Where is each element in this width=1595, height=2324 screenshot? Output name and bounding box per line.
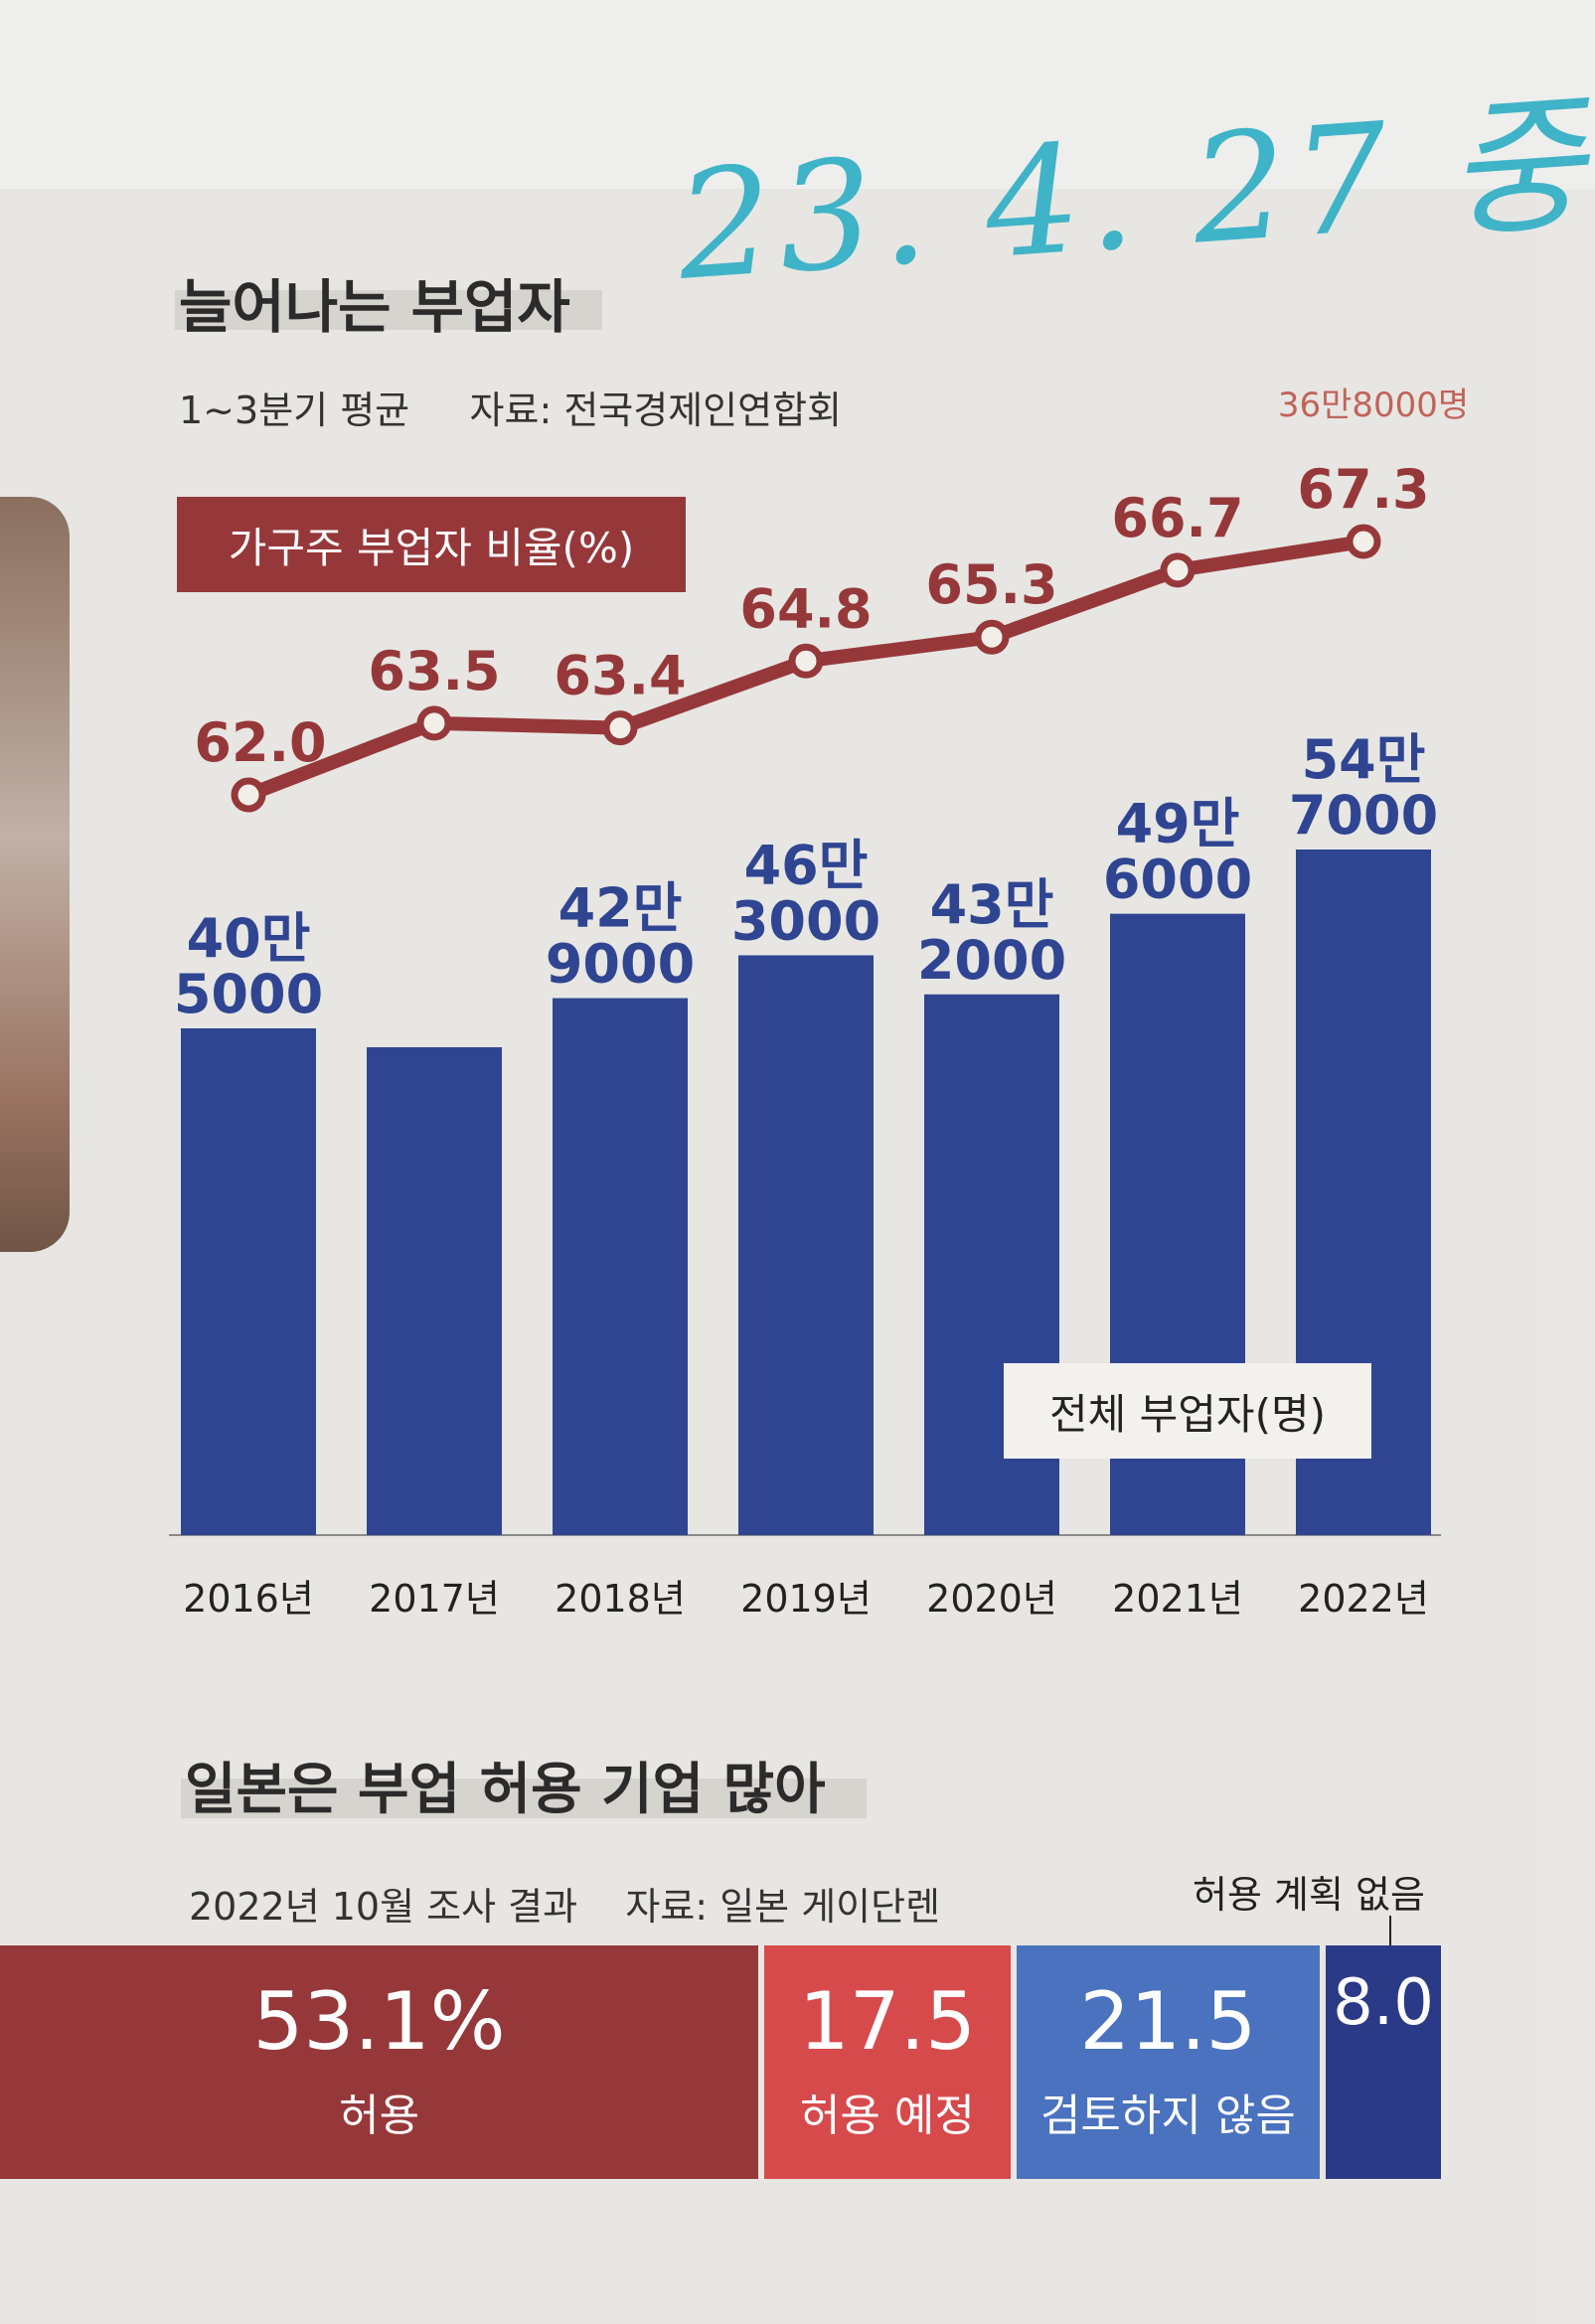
x-tick-label: 2018년	[555, 1577, 686, 1621]
line-value-label: 63.4	[554, 645, 686, 707]
bar-value-label: 46만	[744, 834, 869, 896]
stacked-bar: 53.1% 허용 17.5 허용 예정 21.5 검토하지 않음 8.0	[0, 1945, 1441, 2179]
stack-segment: 17.5 허용 예정	[764, 1945, 1011, 2179]
title-highlight	[175, 290, 602, 330]
segment-value: 8.0	[1333, 1965, 1434, 2040]
segment-label: 검토하지 않음	[1039, 2090, 1296, 2141]
bar-value-label: 2000	[917, 929, 1066, 992]
chart1-subtitle-row: 1~3분기 평균 자료: 전국경제인연합회	[179, 380, 842, 434]
x-tick-label: 2019년	[740, 1577, 872, 1621]
x-tick-label: 2017년	[369, 1577, 500, 1621]
line-point	[416, 705, 452, 741]
bar-value-label: 54만	[1302, 728, 1426, 791]
bar	[553, 998, 688, 1535]
photo-edge	[0, 497, 70, 1252]
bar-value-label: 43만	[930, 873, 1054, 936]
bar-value-label: 49만	[1116, 793, 1240, 855]
line-series-legend: 가구주 부업자 비율(%)	[177, 497, 686, 592]
bar	[181, 1028, 316, 1535]
chart2-source: 자료: 일본 게이단렌	[625, 1885, 941, 1929]
bar-value-label: 40만	[187, 907, 311, 970]
segment-label: 허용	[339, 2090, 420, 2141]
bar-value-label: 3000	[731, 889, 880, 952]
bar-value-label: 42만	[558, 877, 683, 940]
x-tick-label: 2016년	[183, 1577, 314, 1621]
line-value-label: 65.3	[925, 553, 1057, 616]
segment-note-pointer	[1389, 1916, 1391, 1947]
line-value-label: 63.5	[368, 640, 500, 702]
chart2-title: 일본은 부업 허용 기업 많아	[185, 1758, 826, 1822]
line-point	[602, 710, 638, 746]
line-value-label: 67.3	[1297, 458, 1429, 521]
chart2-subtitle-row: 2022년 10월 조사 결과 자료: 일본 게이단렌	[189, 1876, 940, 1931]
line-point	[788, 643, 824, 679]
line-value-label: 64.8	[739, 577, 872, 640]
line-point	[231, 777, 266, 813]
line-point	[1346, 524, 1381, 559]
line-value-label: 66.7	[1111, 487, 1243, 549]
bar	[367, 1047, 502, 1535]
title2-highlight	[181, 1779, 867, 1818]
bar	[738, 955, 874, 1535]
stack-segment: 53.1% 허용	[0, 1945, 759, 2179]
x-tick-label: 2022년	[1298, 1577, 1429, 1621]
chart1-source: 자료: 전국경제인연합회	[469, 388, 843, 432]
page-background	[0, 0, 1595, 189]
segment-note-label: 허용 계획 없음	[1193, 1873, 1425, 1917]
chart2-subtitle: 2022년 10월 조사 결과	[189, 1885, 578, 1929]
line-extra-label: 36만8000명	[1278, 386, 1469, 425]
bar-value-label: 7000	[1289, 784, 1438, 847]
line-value-label: 62.0	[194, 711, 326, 774]
segment-value: 53.1%	[252, 1974, 506, 2068]
line-point	[1160, 552, 1196, 588]
line-point	[974, 619, 1010, 655]
segment-value: 21.5	[1079, 1974, 1257, 2068]
chart1-subtitle: 1~3분기 평균	[179, 388, 410, 432]
stack-segment: 21.5 검토하지 않음	[1016, 1945, 1321, 2179]
stack-segment: 8.0	[1326, 1945, 1441, 2179]
segment-value: 17.5	[798, 1974, 976, 2068]
chart1-title: 늘어나는 부업자	[179, 273, 570, 341]
segment-label: 허용 예정	[799, 2090, 975, 2141]
x-tick-label: 2021년	[1112, 1577, 1243, 1621]
bar-value-label: 6000	[1103, 849, 1252, 911]
bar-series-legend: 전체 부업자(명)	[1004, 1363, 1371, 1459]
bar-value-label: 9000	[546, 933, 695, 996]
bar-value-label: 5000	[174, 963, 323, 1025]
x-tick-label: 2020년	[926, 1577, 1057, 1621]
